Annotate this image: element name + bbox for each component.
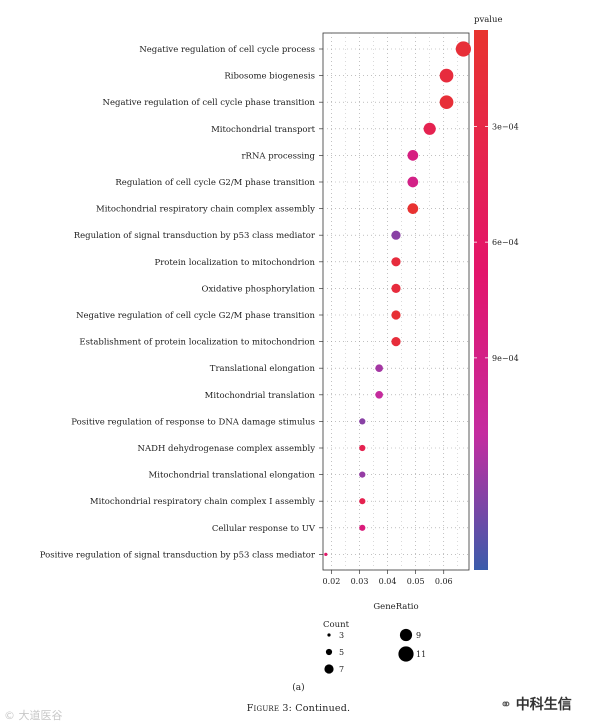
- category-label: Regulation of cell cycle G2/M phase tran…: [115, 178, 315, 188]
- category-label: Negative regulation of cell cycle proces…: [139, 45, 315, 55]
- colorbar-tick-label: 3e−04: [492, 122, 519, 131]
- wechat-icon: ⚭: [500, 697, 512, 713]
- watermark-left: © 大道医谷: [4, 709, 63, 722]
- figure-prefix: Figure 3:: [246, 703, 293, 714]
- category-label: rRNA processing: [241, 151, 315, 161]
- data-point: [359, 471, 366, 478]
- category-label: Establishment of protein localization to…: [79, 338, 315, 348]
- data-point: [439, 68, 454, 83]
- size-legend-label: 7: [339, 665, 344, 674]
- x-tick-label: 0.05: [407, 577, 425, 586]
- plot-border: [322, 32, 470, 571]
- category-label: Negative regulation of cell cycle G2/M p…: [76, 311, 315, 321]
- subfigure-label: (a): [292, 683, 305, 693]
- x-tick-label: 0.06: [435, 577, 453, 586]
- size-legend-label: 3: [339, 631, 344, 640]
- category-label: Mitochondrial transport: [211, 125, 315, 135]
- data-point: [455, 41, 471, 57]
- data-point: [407, 176, 419, 188]
- category-label: Positive regulation of signal transducti…: [40, 550, 316, 560]
- data-point: [407, 150, 419, 161]
- figure-text: Continued.: [292, 703, 351, 714]
- data-point: [375, 390, 384, 399]
- data-point: [391, 257, 401, 267]
- watermark-right-text: 中科生信: [515, 697, 572, 713]
- size-legend-dot: [325, 648, 333, 656]
- plot-panel: [322, 32, 470, 571]
- data-point: [359, 444, 366, 452]
- x-tick-label: 0.02: [323, 577, 341, 586]
- category-label: Ribosome biogenesis: [224, 72, 315, 82]
- x-axis-title: GeneRatio: [373, 602, 418, 612]
- category-labels: Negative regulation of cell cycle proces…: [40, 45, 323, 560]
- data-point: [391, 230, 401, 240]
- data-point: [375, 364, 384, 373]
- size-legend-label: 9: [416, 631, 421, 640]
- data-point: [407, 203, 419, 214]
- category-label: NADH dehydrogenase complex assembly: [138, 444, 316, 454]
- data-point: [359, 498, 366, 505]
- colorbar-tick-label: 6e−04: [492, 238, 519, 247]
- category-label: Regulation of signal transduction by p53…: [74, 231, 316, 241]
- category-label: Translational elongation: [210, 364, 316, 374]
- size-legend-title: Count: [323, 620, 350, 630]
- x-tick-label: 0.04: [379, 577, 397, 586]
- pvalue-color-legend: pvalue 3e−04 6e−04 9e−04: [474, 15, 519, 570]
- category-label: Mitochondrial translation: [205, 391, 316, 401]
- color-legend-title: pvalue: [474, 15, 503, 25]
- size-legend-label: 5: [339, 648, 344, 657]
- category-label: Oxidative phosphorylation: [202, 284, 316, 294]
- colorbar-tick-label: 9e−04: [492, 354, 519, 363]
- category-label: Negative regulation of cell cycle phase …: [103, 98, 316, 108]
- category-label: Cellular response to UV: [212, 524, 316, 534]
- size-legend-dot: [327, 633, 331, 637]
- data-point: [324, 552, 328, 557]
- data-point: [391, 283, 401, 293]
- x-tick-label: 0.03: [351, 577, 369, 586]
- size-legend-label: 11: [416, 650, 426, 659]
- figure-caption: Figure 3: Continued.: [0, 703, 597, 714]
- category-label: Mitochondrial respiratory chain complex …: [96, 205, 315, 215]
- watermark-right: ⚭ 中科生信: [500, 694, 572, 714]
- data-point: [391, 337, 401, 347]
- data-point: [359, 524, 366, 531]
- category-label: Mitochondrial translational elongation: [149, 471, 316, 481]
- size-legend-dot: [398, 646, 414, 662]
- data-point: [359, 418, 366, 425]
- category-label: Mitochondrial respiratory chain complex …: [90, 497, 315, 507]
- size-legend-dot: [324, 664, 334, 674]
- category-label: Protein localization to mitochondrion: [154, 258, 315, 268]
- data-point: [439, 95, 454, 110]
- data-points: [324, 41, 471, 557]
- x-axis: 0.02 0.03 0.04 0.05 0.06 GeneRatio: [323, 570, 453, 612]
- category-label: Positive regulation of response to DNA d…: [71, 417, 315, 427]
- data-point: [423, 122, 436, 135]
- colorbar: [474, 30, 488, 570]
- size-legend-dot: [399, 628, 413, 642]
- data-point: [391, 310, 401, 320]
